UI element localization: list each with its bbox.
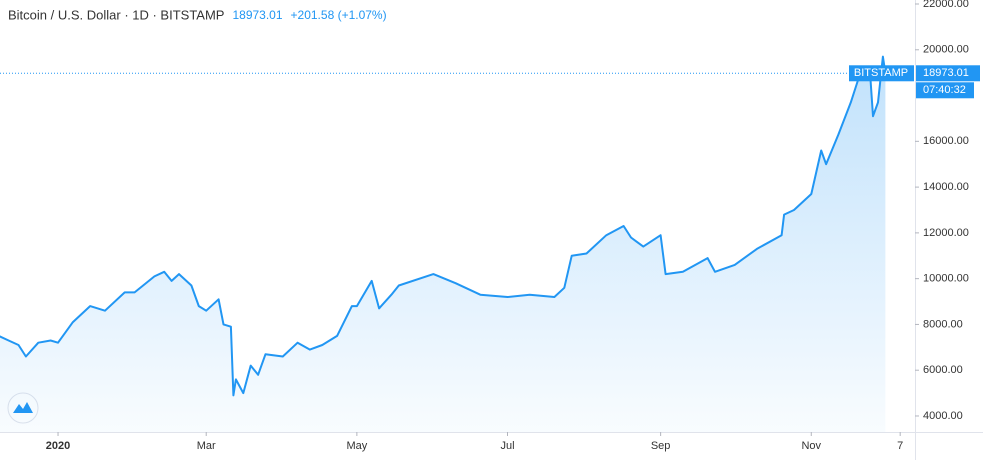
x-tick-label: Sep (651, 440, 671, 452)
x-tick-label: 2020 (46, 440, 70, 452)
price-change: +201.58 (+1.07%) (291, 8, 387, 22)
last-price: 18973.01 (232, 8, 282, 22)
y-tick-label: 10000.00 (923, 273, 969, 285)
x-tick-label: Mar (197, 440, 216, 452)
y-tick-label: 14000.00 (923, 181, 969, 193)
y-tick-label: 12000.00 (923, 227, 969, 239)
x-tick-label: May (346, 440, 367, 452)
price-badge-label: 18973.01 (923, 67, 969, 79)
x-tick-label: 7 (897, 440, 903, 452)
y-tick-label: 16000.00 (923, 135, 969, 147)
y-tick-label: 8000.00 (923, 318, 963, 330)
chart-title: Bitcoin / U.S. Dollar · 1D · BITSTAMP (8, 7, 224, 22)
y-tick-label: 22000.00 (923, 0, 969, 10)
price-line (0, 55, 887, 397)
y-tick-label: 4000.00 (923, 410, 963, 422)
countdown-badge (916, 82, 974, 99)
y-tick-label: 20000.00 (923, 44, 969, 56)
exchange-badge (849, 65, 914, 82)
x-tick-label: Nov (801, 440, 821, 452)
countdown-label: 07:40:32 (923, 84, 966, 96)
area-fill (0, 56, 886, 432)
x-tick-label: Jul (500, 440, 514, 452)
price-badge (916, 65, 980, 82)
exchange-label: BITSTAMP (854, 67, 908, 79)
y-tick-label: 6000.00 (923, 364, 963, 376)
